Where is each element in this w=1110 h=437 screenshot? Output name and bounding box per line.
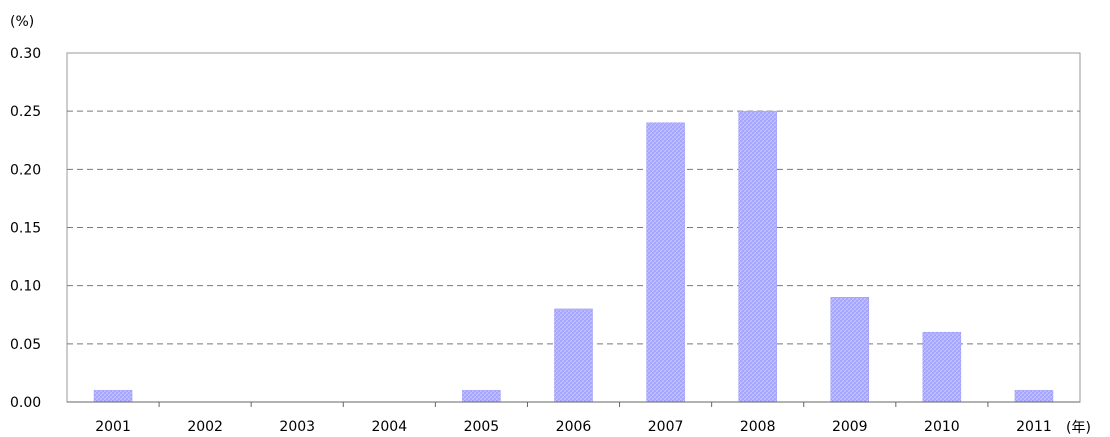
y-axis-unit-label: (%) — [10, 14, 34, 30]
bar-2007 — [646, 122, 685, 403]
x-tick-label: 2004 — [371, 419, 407, 435]
x-tick-label: 2001 — [95, 419, 131, 435]
x-tick-label: 2011 — [1016, 419, 1052, 435]
y-tick-label: 0.30 — [10, 46, 41, 62]
x-tick-label: 2005 — [464, 419, 500, 435]
x-tick-label: 2002 — [187, 419, 223, 435]
x-tick-label: 2010 — [924, 419, 960, 435]
x-tick-label: 2006 — [556, 419, 592, 435]
y-tick-label: 0.00 — [10, 395, 41, 411]
y-tick-label: 0.25 — [10, 104, 41, 120]
bar-2011 — [1014, 390, 1054, 403]
x-tick-label: 2008 — [740, 419, 776, 435]
gridlines — [67, 110, 1080, 345]
x-tick-label: 2003 — [279, 419, 315, 435]
y-tick-label: 0.15 — [10, 221, 41, 237]
bar-2008 — [738, 110, 777, 403]
bars — [93, 110, 1054, 403]
y-tick-label: 0.05 — [10, 337, 41, 353]
x-tick-label: 2007 — [648, 419, 684, 435]
y-axis-ticks: 0.00 0.05 0.10 0.15 0.20 0.25 0.30 — [10, 46, 41, 411]
y-tick-label: 0.20 — [10, 162, 41, 178]
bar-2006 — [554, 308, 593, 403]
y-tick-label: 0.10 — [10, 279, 41, 295]
x-axis-unit-label: (年) — [1066, 420, 1091, 436]
bar-2001 — [93, 390, 133, 403]
x-axis-ticks: 2001 2002 2003 2004 2005 2006 2007 2008 2009 2010… — [67, 401, 1080, 435]
bar-2005 — [462, 390, 501, 403]
x-tick-label: 2009 — [832, 419, 868, 435]
bar-2009 — [830, 297, 870, 403]
bar-2010 — [922, 331, 962, 403]
